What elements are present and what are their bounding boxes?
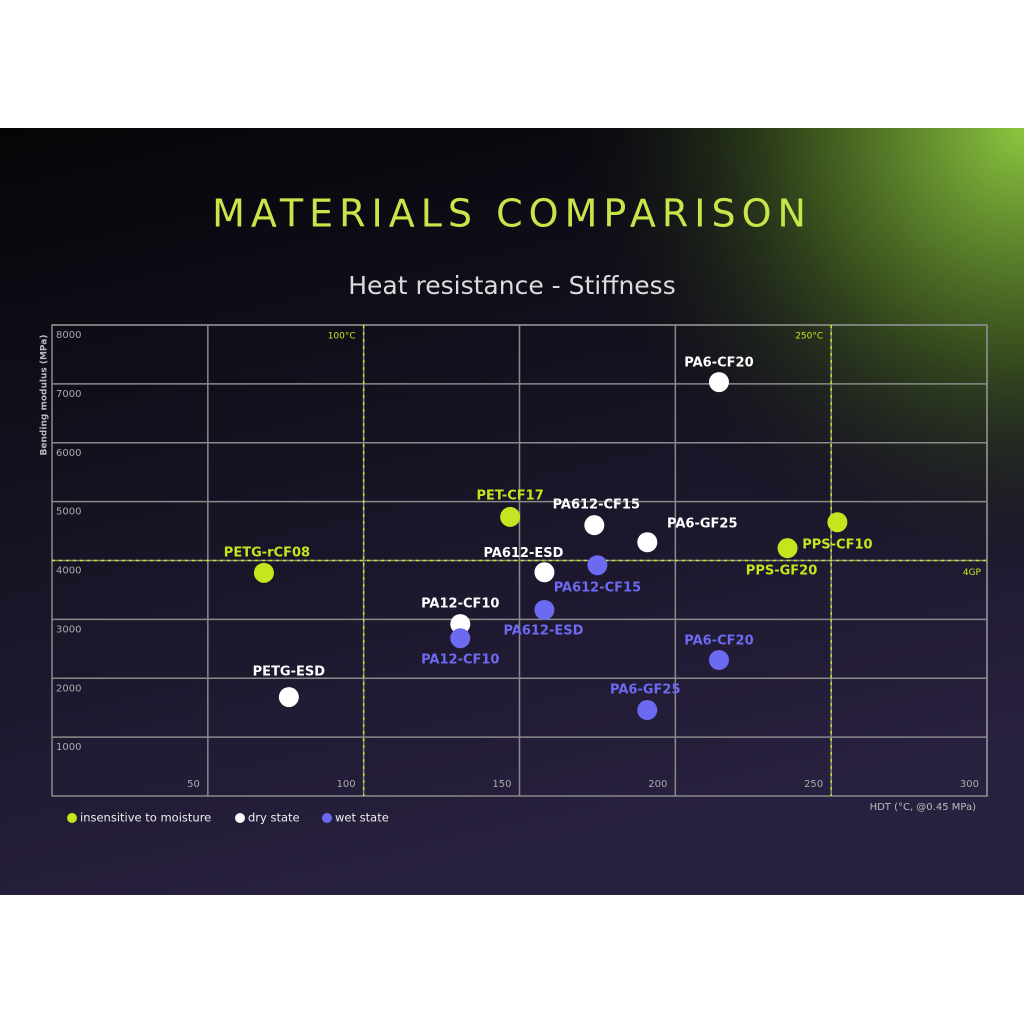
point-label: PA6-CF20	[684, 633, 753, 648]
x-tick-label: 100	[337, 779, 356, 790]
point	[584, 515, 605, 536]
legend-label: dry state	[248, 811, 300, 825]
point	[777, 538, 798, 559]
point	[450, 614, 471, 635]
point	[587, 555, 608, 576]
point	[534, 562, 555, 583]
point-label: PETG-ESD	[253, 665, 326, 680]
point-label: PPS-CF10	[802, 538, 872, 553]
point	[534, 599, 555, 620]
y-tick-label: 5000	[56, 507, 81, 518]
point	[500, 506, 521, 527]
y-tick-label: 7000	[56, 389, 81, 400]
point-label: PA612-ESD	[483, 546, 563, 561]
y-tick-label: 1000	[56, 742, 81, 753]
reference-label: 100°C	[328, 332, 356, 342]
y-tick-label: 3000	[56, 624, 81, 635]
reference-label: 4GP	[963, 568, 982, 578]
point-label: PA12-CF10	[421, 597, 499, 612]
y-tick-label: 8000	[56, 330, 81, 341]
point	[637, 700, 658, 721]
y-axis-label: Bending modulus (MPa)	[40, 335, 50, 456]
y-tick-label: 2000	[56, 683, 81, 694]
point-label: PET-CF17	[477, 488, 544, 503]
legend-label: wet state	[335, 811, 389, 825]
y-tick-label: 4000	[56, 566, 81, 577]
point	[708, 372, 729, 393]
reference-label: 250°C	[795, 332, 823, 342]
chart-title: MATERIALS COMPARISON	[212, 192, 812, 236]
point-label: PA12-CF10	[421, 653, 499, 668]
point-label: PA612-ESD	[503, 623, 583, 638]
point	[253, 562, 274, 583]
legend-marker	[235, 813, 245, 823]
x-tick-label: 250	[804, 779, 823, 790]
point-label: PA612-CF15	[553, 498, 640, 513]
point	[637, 532, 658, 553]
point-label: PPS-GF20	[746, 564, 817, 579]
point-label: PA612-CF15	[554, 581, 641, 596]
x-axis-label: HDT (°C, @0.45 MPa)	[870, 802, 977, 813]
point-label: PETG-rCF08	[224, 545, 310, 560]
chart-subtitle: Heat resistance - Stiffness	[348, 271, 675, 300]
point	[450, 628, 471, 649]
point-label: PA6-GF25	[610, 683, 680, 698]
point	[827, 512, 848, 533]
x-tick-label: 50	[187, 779, 200, 790]
point	[278, 687, 299, 708]
legend-label: insensitive to moisture	[80, 811, 211, 825]
point-label: PA6-CF20	[684, 356, 753, 371]
x-tick-label: 300	[960, 779, 979, 790]
legend-marker	[322, 813, 332, 823]
x-tick-label: 150	[492, 779, 511, 790]
y-tick-label: 6000	[56, 448, 81, 459]
legend-marker	[67, 813, 77, 823]
x-tick-label: 200	[648, 779, 667, 790]
point-label: PA6-GF25	[667, 517, 737, 532]
point	[708, 649, 729, 670]
